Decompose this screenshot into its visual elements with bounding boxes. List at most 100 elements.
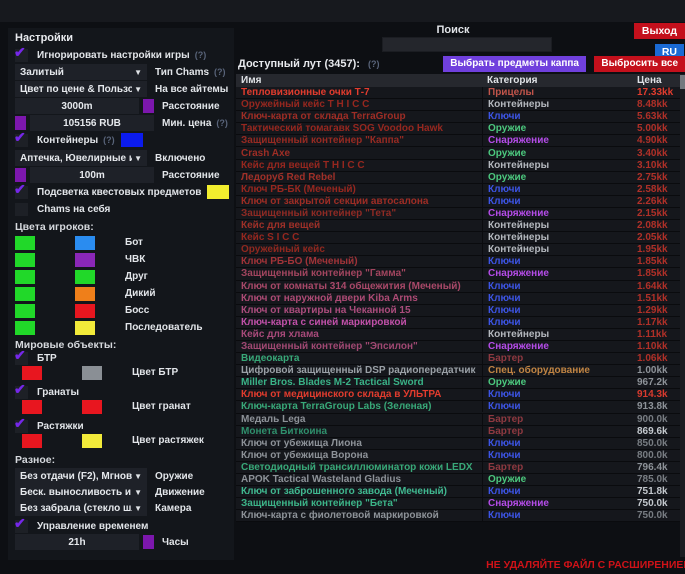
column-header-price[interactable]: Цена — [637, 75, 662, 86]
quest-highlight-color-swatch[interactable] — [207, 185, 229, 199]
loot-table-row[interactable]: Miller Bros. Blades M-2 Tactical Sword О… — [236, 377, 685, 390]
loot-table-row[interactable]: Ключ от квартиры на Чеканной 15 Ключи 1.… — [236, 304, 685, 317]
hidden-color-swatch[interactable] — [75, 320, 95, 335]
chams-type-dropdown[interactable]: Залитый ▼ — [15, 64, 147, 80]
loot-table-row[interactable]: Ключ-карта с фиолетовой маркировкой Ключ… — [236, 510, 685, 523]
hours-color-swatch[interactable] — [143, 535, 154, 549]
loot-table-row[interactable]: Защищенный контейнер "Гамма" Снаряжение … — [236, 268, 685, 281]
loot-table-row[interactable]: Ключ от убежища Ворона Ключи 800.0k — [236, 449, 685, 462]
color-mode-dropdown[interactable]: Цвет по цене & Пользователь ▼ — [15, 81, 147, 97]
loot-table-row[interactable]: Кейс для хлама Контейнеры 1.11kk — [236, 328, 685, 341]
loot-table-row[interactable]: Защищенный контейнер "Бета" Снаряжение 7… — [236, 498, 685, 511]
loot-table-row[interactable]: Оружейный кейс T H I C C Контейнеры 8.48… — [236, 99, 685, 112]
search-input[interactable] — [382, 37, 552, 52]
weapon-mode-dropdown[interactable]: Без отдачи (F2), Мгновенное п ▼ — [15, 468, 147, 484]
exit-button[interactable]: Выход — [633, 23, 685, 39]
hidden-color-swatch[interactable] — [75, 286, 95, 301]
containers-checkbox[interactable]: ✔ — [14, 129, 28, 147]
min-price-input[interactable] — [30, 115, 154, 131]
drop-all-button[interactable]: Выбросить все — [594, 56, 685, 72]
grenade-color-swatch-2[interactable] — [82, 399, 102, 414]
loot-table-row[interactable]: Видеокарта Бартер 1.06kk — [236, 353, 685, 366]
loot-table-row[interactable]: Защищенный контейнер "Каппа" Снаряжение … — [236, 135, 685, 148]
loot-table-row[interactable]: Медаль Lega Бартер 900.0k — [236, 413, 685, 426]
container-distance-color-swatch[interactable] — [15, 168, 26, 182]
btr-checkbox[interactable]: ✔ — [14, 347, 28, 365]
visible-color-swatch[interactable] — [15, 303, 35, 318]
help-icon[interactable]: (?) — [194, 50, 207, 60]
time-control-checkbox[interactable]: ✔ — [14, 515, 28, 533]
quest-highlight-label: Подсветка квестовых предметов — [37, 186, 202, 198]
select-kappa-items-button[interactable]: Выбрать предметы каппа — [443, 56, 586, 72]
visible-color-swatch[interactable] — [15, 320, 35, 335]
hidden-color-swatch[interactable] — [75, 269, 95, 284]
containers-color-swatch[interactable] — [120, 133, 143, 147]
loot-table-row[interactable]: Защищенный контейнер "Эпсилон" Снаряжени… — [236, 340, 685, 354]
scrollbar[interactable] — [680, 74, 685, 557]
loot-table-row[interactable]: Ключ от медицинского склада в УЛЬТРА Клю… — [236, 389, 685, 402]
loot-table-row[interactable]: Ключ от комнаты 314 общежития (Меченый) … — [236, 280, 685, 293]
hours-label: Часы — [162, 536, 189, 548]
loot-table-row[interactable]: Crash Axe Оружие 3.40kk — [236, 147, 685, 160]
loot-table-row[interactable]: Кейс для вещей T H I C C Контейнеры 3.10… — [236, 159, 685, 172]
container-distance-input[interactable] — [30, 167, 154, 183]
loot-table-row[interactable]: Цифровой защищенный DSP радиопередатчик … — [236, 365, 685, 378]
loot-table-row[interactable]: Ключ от закрытой секции автосалона Ключи… — [236, 195, 685, 208]
loot-table-row[interactable]: Ледоруб Red Rebel Оружие 2.75kk — [236, 171, 685, 184]
loot-table-row[interactable]: Ключ от заброшенного завода (Меченый) Кл… — [236, 486, 685, 499]
help-icon[interactable]: (?) — [103, 135, 115, 145]
hidden-color-swatch[interactable] — [75, 252, 95, 267]
tripwire-color-swatch-1[interactable] — [22, 433, 42, 448]
loot-table-row[interactable]: Ключ от убежища Лиона Ключи 850.0k — [236, 437, 685, 450]
quest-highlight-checkbox[interactable]: ✔ — [14, 181, 28, 199]
container-filter-dropdown[interactable]: Аптечка, Ювелирные и... ▼ — [15, 150, 147, 166]
visible-color-swatch[interactable] — [15, 269, 35, 284]
camera-mode-dropdown[interactable]: Без забрала (стекло шлема) ▼ — [15, 500, 147, 516]
loot-table-row[interactable]: Кейс для вещей Контейнеры 2.08kk — [236, 220, 685, 233]
visible-color-swatch[interactable] — [15, 286, 35, 301]
grenade-color-swatch-1[interactable] — [22, 399, 42, 414]
ignore-game-settings-checkbox[interactable]: ✔ — [14, 44, 28, 62]
chams-self-checkbox[interactable] — [15, 202, 28, 216]
hours-input[interactable] — [15, 534, 139, 550]
movement-mode-dropdown[interactable]: Беск. выносливость и нет уста ▼ — [15, 484, 147, 500]
player-type-label: ЧВК — [125, 254, 146, 265]
distance-color-swatch[interactable] — [143, 99, 154, 113]
chams-self-row: Chams на себя — [15, 201, 229, 217]
btr-color-swatch-1[interactable] — [22, 365, 42, 380]
column-header-name[interactable]: Имя — [241, 75, 262, 86]
help-icon[interactable]: (?) — [216, 118, 228, 128]
visible-color-swatch[interactable] — [15, 235, 35, 250]
loot-table-row[interactable]: Светодиодный трансиллюминатор кожи LEDX … — [236, 461, 685, 474]
distance-input[interactable] — [15, 98, 139, 114]
grenade-color-label: Цвет гранат — [132, 401, 191, 412]
loot-table-row[interactable]: Ключ-карта TerraGroup Labs (Зеленая) Клю… — [236, 401, 685, 414]
help-icon[interactable]: (?) — [367, 59, 380, 69]
loot-table-row[interactable]: Кейс S I C C Контейнеры 2.05kk — [236, 232, 685, 245]
btr-color-swatch-2[interactable] — [82, 365, 102, 380]
loot-item-category: Ключи — [482, 256, 637, 268]
hidden-color-swatch[interactable] — [75, 303, 95, 318]
tripwires-checkbox[interactable]: ✔ — [14, 415, 28, 433]
loot-table-row[interactable]: Ключ от наружной двери Kiba Arms Ключи 1… — [236, 292, 685, 305]
column-header-category[interactable]: Категория — [487, 75, 538, 86]
loot-table-row[interactable]: Ключ РБ-БО (Меченый) Ключи 1.85kk — [236, 256, 685, 269]
loot-table-row[interactable]: Тактический томагавк SOG Voodoo Hawk Ору… — [236, 123, 685, 136]
loot-table-row[interactable]: Защищенный контейнер "Тета" Снаряжение 2… — [236, 207, 685, 221]
loot-table-row[interactable]: Тепловизионные очки Т-7 Прицелы 17.33kk — [236, 87, 685, 100]
tripwire-color-swatch-2[interactable] — [82, 433, 102, 448]
min-price-color-swatch[interactable] — [15, 116, 26, 130]
visible-color-swatch[interactable] — [15, 252, 35, 267]
ignore-game-settings-label: Игнорировать настройки игры — [37, 49, 190, 61]
world-objects-header: Мировые объекты: — [15, 339, 117, 351]
scrollbar-thumb[interactable] — [680, 75, 685, 89]
loot-table-row[interactable]: Монета Биткоина Бартер 869.6k — [236, 425, 685, 438]
loot-table-row[interactable]: Ключ-карта с синей маркировкой Ключи 1.1… — [236, 316, 685, 329]
loot-table-row[interactable]: Ключ РБ-БК (Меченый) Ключи 2.58kk — [236, 183, 685, 196]
loot-table-row[interactable]: APOK Tactical Wasteland Gladius Оружие 7… — [236, 474, 685, 487]
hidden-color-swatch[interactable] — [75, 235, 95, 250]
grenades-checkbox[interactable]: ✔ — [14, 381, 28, 399]
loot-table-row[interactable]: Оружейный кейс Контейнеры 1.95kk — [236, 244, 685, 257]
loot-table-row[interactable]: Ключ-карта от склада TerraGroup Ключи 5.… — [236, 111, 685, 124]
help-icon[interactable]: (?) — [214, 67, 226, 77]
